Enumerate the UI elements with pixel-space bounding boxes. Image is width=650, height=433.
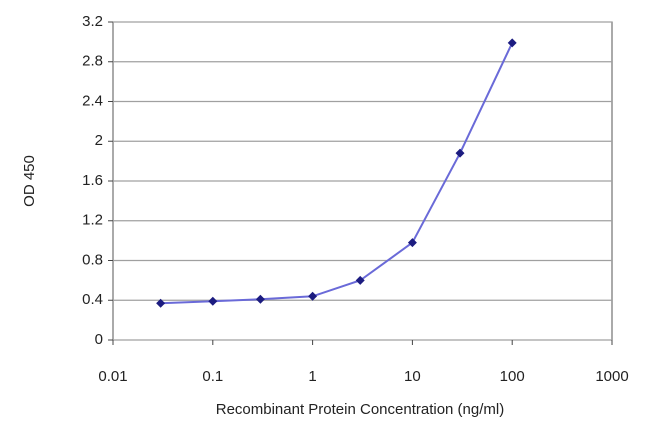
data-marker xyxy=(308,291,318,301)
data-marker xyxy=(255,294,265,304)
y-tick-label: 0.8 xyxy=(82,251,103,268)
y-tick-label: 2.8 xyxy=(82,53,103,70)
y-tick-label: 0 xyxy=(95,331,103,348)
data-marker xyxy=(156,298,166,308)
data-marker xyxy=(507,38,517,48)
y-tick-label: 3.2 xyxy=(82,13,103,30)
x-tick-label: 0.1 xyxy=(202,368,223,385)
data-marker xyxy=(407,238,417,248)
x-tick-label: 100 xyxy=(500,368,525,385)
x-tick-label: 1000 xyxy=(595,368,628,385)
data-marker xyxy=(208,296,218,306)
data-line xyxy=(160,42,514,305)
y-axis-label: OD 450 xyxy=(21,155,38,207)
y-tick-label: 2 xyxy=(95,132,103,149)
y-tick-label: 0.4 xyxy=(82,291,103,308)
data-marker xyxy=(455,148,465,158)
y-tick-label: 1.2 xyxy=(82,212,103,229)
x-tick-label: 1 xyxy=(308,368,316,385)
y-tick-label: 1.6 xyxy=(82,172,103,189)
x-axis-label: Recombinant Protein Concentration (ng/ml… xyxy=(216,401,504,418)
data-marker xyxy=(355,275,365,285)
x-tick-label: 10 xyxy=(404,368,421,385)
x-tick-label: 0.01 xyxy=(98,368,127,385)
y-tick-label: 2.4 xyxy=(82,92,103,109)
